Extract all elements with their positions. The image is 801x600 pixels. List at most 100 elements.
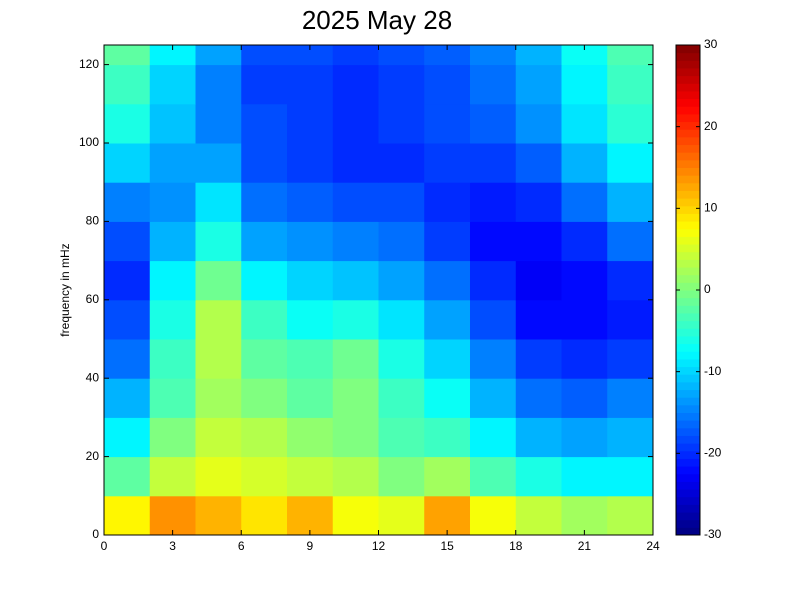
heatmap-cell bbox=[424, 260, 471, 301]
colorbar-swatch bbox=[676, 175, 700, 184]
colorbar-swatch bbox=[676, 427, 700, 436]
heatmap-cell bbox=[195, 495, 242, 536]
heatmap-cell bbox=[195, 45, 242, 66]
colorbar-swatch bbox=[676, 129, 700, 138]
heatmap-cell bbox=[287, 299, 334, 340]
heatmap-cell bbox=[470, 378, 517, 418]
heatmap-cell bbox=[424, 339, 471, 379]
colorbar-swatch bbox=[676, 519, 700, 528]
heatmap-cell bbox=[332, 378, 379, 418]
colorbar-swatch bbox=[676, 244, 700, 253]
heatmap-cell bbox=[561, 495, 608, 536]
heatmap-cell bbox=[607, 221, 654, 262]
heatmap-cell bbox=[149, 378, 196, 418]
heatmap-cell bbox=[195, 64, 242, 105]
heatmap-cell bbox=[241, 456, 288, 497]
heatmap-cell bbox=[515, 143, 562, 183]
colorbar-tick-label: 0 bbox=[704, 282, 711, 296]
heatmap-cell bbox=[104, 495, 151, 536]
heatmap-cell bbox=[104, 299, 151, 340]
heatmap-cell bbox=[424, 221, 471, 262]
colorbar-swatch bbox=[676, 136, 700, 146]
heatmap-cell bbox=[424, 417, 471, 458]
heatmap-cell bbox=[378, 417, 425, 458]
colorbar-tick-label: 20 bbox=[704, 119, 718, 133]
heatmap-cell bbox=[149, 45, 196, 66]
heatmap-cell bbox=[561, 182, 608, 222]
heatmap-cell bbox=[470, 182, 517, 222]
heatmap-cell bbox=[424, 299, 471, 340]
heatmap-cell bbox=[104, 143, 151, 183]
colorbar-swatch bbox=[676, 496, 700, 505]
colorbar-swatch bbox=[676, 351, 700, 360]
heatmap-cell bbox=[287, 417, 334, 458]
colorbar-swatch bbox=[676, 504, 700, 513]
heatmap-cell bbox=[424, 64, 471, 105]
heatmap-cell bbox=[378, 378, 425, 418]
heatmap-cell bbox=[287, 339, 334, 379]
colorbar-swatch bbox=[676, 305, 700, 314]
heatmap-cell bbox=[424, 456, 471, 497]
y-tick-label: 60 bbox=[86, 292, 100, 306]
heatmap-cell bbox=[241, 103, 288, 144]
heatmap-cell bbox=[195, 299, 242, 340]
heatmap-cell bbox=[424, 143, 471, 183]
heatmap-cell bbox=[104, 417, 151, 458]
colorbar-swatch bbox=[676, 75, 700, 84]
heatmap-cell bbox=[332, 495, 379, 536]
heatmap-cell bbox=[561, 103, 608, 144]
colorbar-swatch bbox=[676, 282, 700, 291]
heatmap-cell bbox=[378, 64, 425, 105]
heatmap-cell bbox=[332, 299, 379, 340]
heatmap-cell bbox=[149, 143, 196, 183]
colorbar-swatch bbox=[676, 343, 700, 352]
colorbar-swatch bbox=[676, 90, 700, 100]
y-tick-label: 120 bbox=[79, 57, 99, 71]
colorbar-swatch bbox=[676, 397, 700, 406]
heatmap-cell bbox=[470, 221, 517, 262]
heatmap-cell bbox=[149, 260, 196, 301]
heatmap-cell bbox=[561, 143, 608, 183]
heatmap-cell bbox=[332, 103, 379, 144]
colorbar-swatch bbox=[676, 450, 700, 459]
heatmap-cell bbox=[149, 182, 196, 222]
heatmap-cell bbox=[424, 495, 471, 536]
heatmap-cell bbox=[378, 103, 425, 144]
heatmap-cell bbox=[149, 299, 196, 340]
colorbar-swatch bbox=[676, 198, 700, 207]
colorbar-swatch bbox=[676, 205, 700, 214]
heatmap-cell bbox=[104, 260, 151, 301]
heatmap-cell bbox=[287, 260, 334, 301]
colorbar-tick-label: 30 bbox=[704, 37, 718, 51]
colorbar-swatch bbox=[676, 221, 700, 230]
heatmap-cell bbox=[561, 299, 608, 340]
heatmap-cell bbox=[561, 456, 608, 497]
heatmap-cell bbox=[149, 456, 196, 497]
heatmap-cell bbox=[149, 417, 196, 458]
heatmap-cell bbox=[332, 45, 379, 66]
heatmap-cell bbox=[241, 378, 288, 418]
heatmap-cell bbox=[424, 45, 471, 66]
x-tick-label: 6 bbox=[238, 539, 245, 553]
colorbar-swatch bbox=[676, 312, 700, 322]
heatmap-cell bbox=[470, 103, 517, 144]
heatmap-cell bbox=[287, 64, 334, 105]
heatmap-cell bbox=[104, 182, 151, 222]
colorbar-swatch bbox=[676, 473, 700, 482]
heatmap-cell bbox=[332, 456, 379, 497]
colorbar-swatch bbox=[676, 159, 700, 168]
heatmap-cell bbox=[241, 495, 288, 536]
x-tick-label: 9 bbox=[307, 539, 314, 553]
colorbar-swatch bbox=[676, 121, 700, 130]
heatmap-cell bbox=[515, 495, 562, 536]
heatmap-cell bbox=[607, 339, 654, 379]
heatmap-cell bbox=[378, 339, 425, 379]
colorbar-swatch bbox=[676, 481, 700, 490]
heatmap-cell bbox=[470, 495, 517, 536]
heatmap-cell bbox=[515, 299, 562, 340]
heatmap-cell bbox=[287, 495, 334, 536]
heatmap-cell bbox=[241, 182, 288, 222]
heatmap-cell bbox=[287, 221, 334, 262]
y-axis-label: frequency in mHz bbox=[58, 243, 72, 336]
